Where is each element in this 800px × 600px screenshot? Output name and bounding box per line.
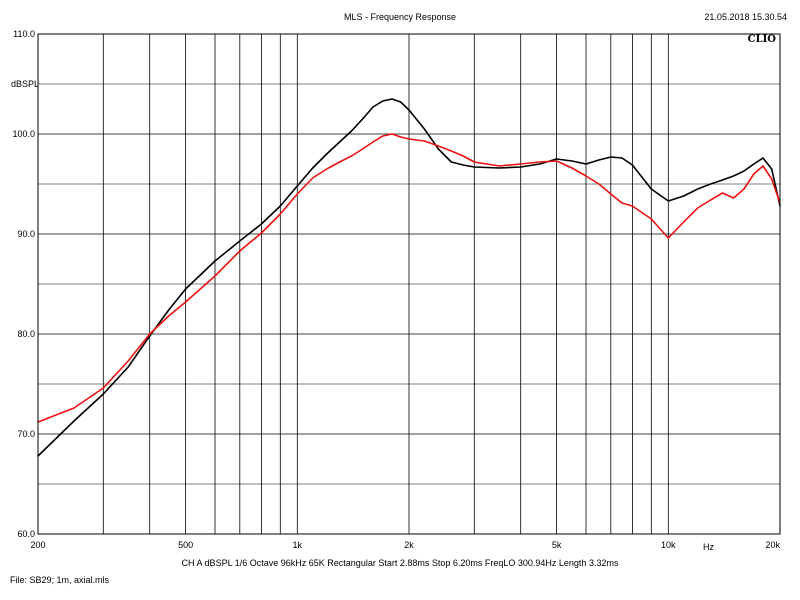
x-tick-label: 500 (178, 540, 193, 550)
y-tick-label: 70.0 (17, 429, 35, 439)
x-tick-label: 10k (661, 540, 676, 550)
y-tick-label: 80.0 (17, 329, 35, 339)
grid (37, 33, 781, 535)
tick-labels: 60.0 70.0 80.0 90.0 100.0 110.0 200 500 1k 2k 5k 10… (12, 29, 780, 550)
plot-frame (37, 33, 781, 535)
clio-logo: CLIO (747, 34, 776, 45)
x-tick-label: 200 (30, 540, 45, 550)
x-tick-label: 2k (404, 540, 414, 550)
measurement-settings: CH A dBSPL 1/6 Octave 96kHz 65K Rectangu… (181, 558, 619, 568)
x-tick-label: 20k (765, 540, 780, 550)
file-label: File: SB29; 1m, axial.mls (10, 575, 110, 585)
x-axis-unit-label: Hz (703, 542, 714, 552)
plot-series (37, 98, 781, 457)
y-tick-label: 60.0 (17, 529, 35, 539)
series-line-1 (37, 98, 781, 457)
x-tick-label: 5k (552, 540, 562, 550)
y-tick-label: 90.0 (17, 229, 35, 239)
chart-title: MLS - Frequency Response (343, 12, 457, 22)
y-axis-label: dBSPL (11, 79, 40, 89)
y-tick-label: 100.0 (12, 129, 35, 139)
y-tick-label: 110.0 (13, 29, 35, 39)
timestamp: 21.05.2018 15.30.54 (704, 12, 787, 22)
x-tick-label: 1k (293, 540, 303, 550)
series-line-2 (37, 133, 781, 423)
